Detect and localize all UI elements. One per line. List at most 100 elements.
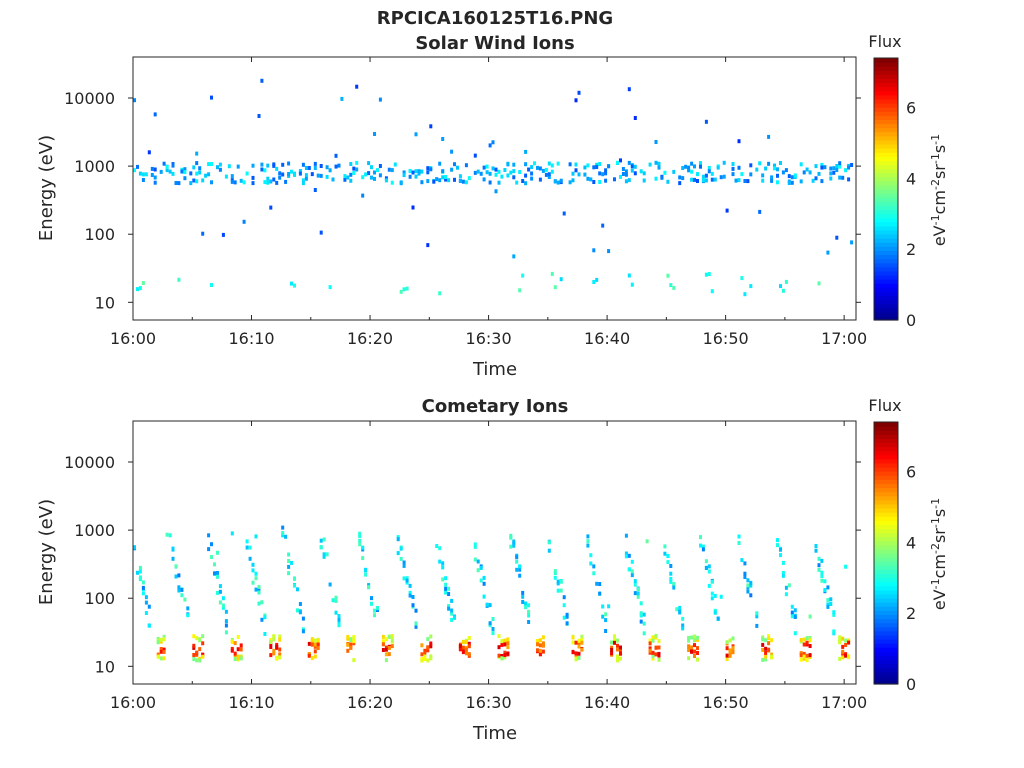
heatmap-cell — [500, 642, 504, 647]
heatmap-cell — [639, 611, 643, 616]
heatmap-cell — [616, 647, 619, 652]
heatmap-cell — [210, 555, 213, 559]
heatmap-cell — [370, 175, 373, 180]
heatmap-cell — [678, 181, 682, 186]
heatmap-cell — [524, 173, 528, 178]
heatmap-cell — [814, 164, 818, 169]
heatmap-cell — [426, 648, 430, 653]
heatmap-cell — [485, 164, 489, 169]
heatmap-cell — [503, 638, 507, 643]
colorbar-segment — [874, 180, 898, 186]
heatmap-cell — [696, 635, 699, 640]
heatmap-cell — [784, 279, 788, 284]
heatmap-cell — [358, 542, 362, 547]
heatmap-cell — [216, 550, 219, 555]
heatmap-cell — [672, 169, 676, 174]
colorbar-segment — [874, 618, 898, 624]
solar-wind-panel: Solar Wind Ions 16:00 16:10 16:20 16:30 16:4… — [36, 32, 949, 380]
heatmap-cell — [210, 162, 213, 166]
x-tick-label: 17:00 — [821, 693, 867, 712]
heatmap-cell — [681, 176, 685, 181]
colorbar-segment — [874, 606, 898, 611]
heatmap-cell — [767, 161, 771, 166]
heatmap-cell — [319, 538, 323, 543]
colorbar-segment — [874, 544, 898, 550]
heatmap-cell — [384, 178, 388, 183]
heatmap-cell — [408, 590, 412, 595]
heatmap-cell — [613, 638, 616, 643]
heatmap-cell — [776, 538, 779, 543]
heatmap-cell — [651, 654, 655, 659]
heatmap-cell — [441, 561, 445, 566]
heatmap-cell — [390, 634, 394, 639]
heatmap-cell — [384, 637, 388, 642]
heatmap-cell — [755, 614, 759, 619]
colorbar-segment — [874, 647, 898, 652]
heatmap-cell — [444, 576, 448, 581]
heatmap-cell — [604, 171, 608, 176]
heatmap-cell — [761, 637, 765, 642]
heatmap-cell — [381, 634, 385, 639]
heatmap-cell — [654, 633, 658, 638]
heatmap-cell — [767, 636, 771, 641]
heatmap-cell — [281, 525, 285, 530]
heatmap-cell — [450, 608, 454, 613]
heatmap-cell — [820, 570, 824, 575]
heatmap-cell — [690, 169, 694, 174]
figure-title: RPCICA160125T16.PNG — [377, 8, 613, 29]
heatmap-cell — [764, 657, 768, 662]
heatmap-cell — [704, 566, 708, 570]
heatmap-cell — [592, 280, 596, 284]
heatmap-cell — [476, 169, 480, 174]
heatmap-cell — [207, 172, 211, 177]
heatmap-cell — [636, 594, 640, 599]
heatmap-cell — [482, 177, 486, 182]
heatmap-cell — [669, 579, 673, 584]
heatmap-cell — [381, 639, 385, 644]
colorbar-segment — [874, 626, 898, 632]
heatmap-cell — [346, 634, 350, 639]
heatmap-cell — [429, 644, 433, 649]
heatmap-cell — [595, 162, 599, 167]
heatmap-cell — [654, 176, 658, 181]
heatmap-cell — [633, 591, 637, 596]
heatmap-cell — [349, 172, 353, 177]
colorbar-segment — [874, 512, 898, 517]
cometary-plot-frame — [132, 420, 857, 685]
heatmap-cell — [799, 657, 803, 662]
heatmap-cell — [710, 177, 714, 182]
heatmap-cell — [236, 656, 240, 661]
heatmap-cell — [592, 165, 596, 170]
heatmap-cell — [524, 162, 528, 167]
heatmap-cell — [503, 655, 507, 660]
heatmap-cell — [690, 645, 694, 650]
heatmap-cell — [272, 651, 276, 656]
heatmap-cell — [642, 631, 646, 636]
heatmap-cell — [156, 652, 160, 657]
heatmap-cell — [749, 163, 753, 168]
heatmap-cell — [381, 642, 385, 647]
heatmap-cell — [367, 161, 371, 166]
heatmap-cell — [313, 654, 317, 659]
heatmap-cell — [221, 603, 225, 608]
heatmap-cell — [776, 180, 779, 185]
heatmap-cell — [530, 165, 534, 170]
heatmap-cell — [153, 180, 157, 185]
heatmap-cell — [476, 568, 480, 573]
heatmap-cell — [538, 177, 542, 182]
solar-wind-y-ticks: 10 100 1000 10000 — [64, 89, 861, 312]
heatmap-cell — [405, 286, 409, 291]
heatmap-cell — [319, 164, 323, 168]
heatmap-cell — [473, 544, 477, 549]
heatmap-cell — [147, 623, 151, 628]
heatmap-cell — [313, 188, 317, 192]
colorbar-segment — [874, 295, 898, 301]
heatmap-cell — [784, 168, 788, 173]
heatmap-cell — [198, 647, 202, 652]
heatmap-cell — [367, 585, 371, 590]
heatmap-cell — [162, 161, 166, 166]
heatmap-cell — [245, 171, 249, 176]
heatmap-cell — [731, 646, 735, 651]
heatmap-cell — [521, 590, 525, 595]
heatmap-cell — [580, 640, 584, 645]
